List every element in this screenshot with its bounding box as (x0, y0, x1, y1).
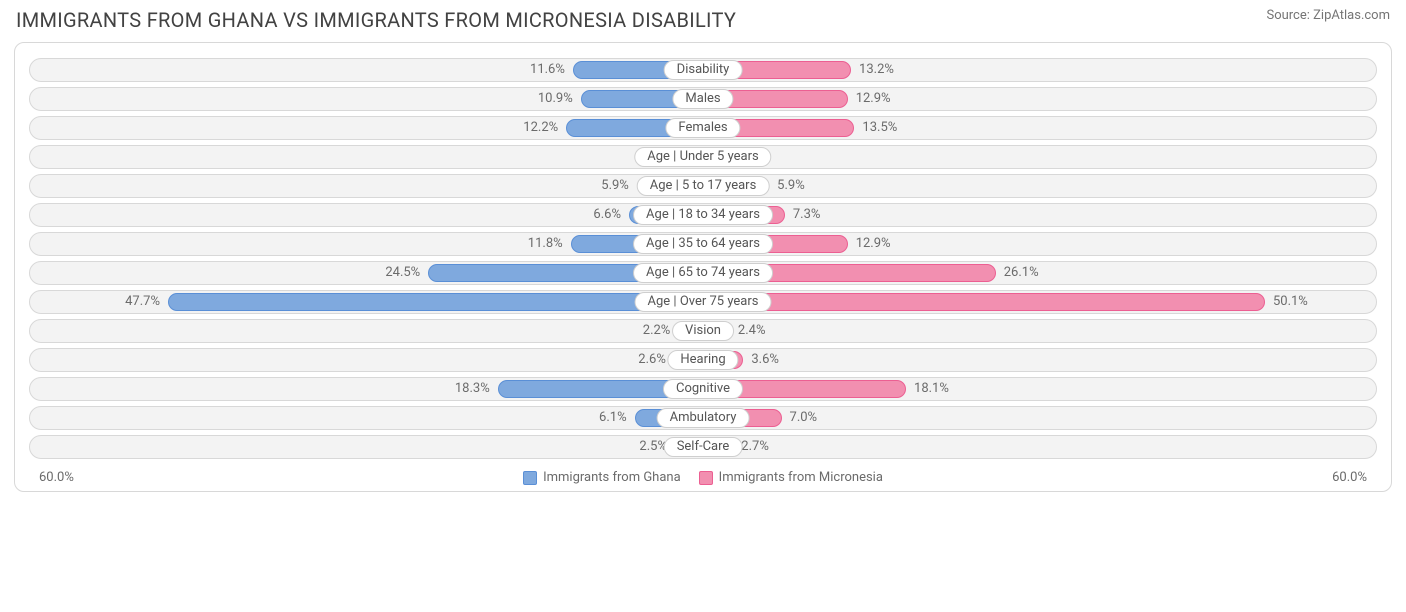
row-category-label: Age | Under 5 years (634, 147, 771, 167)
right-value-label: 7.3% (793, 206, 821, 224)
right-value-label: 12.9% (856, 90, 891, 108)
left-value-label: 5.9% (601, 177, 629, 195)
right-value-label: 7.0% (790, 409, 818, 427)
left-bar (168, 293, 703, 311)
left-value-label: 18.3% (455, 380, 490, 398)
right-value-label: 26.1% (1004, 264, 1039, 282)
legend-item-micronesia: Immigrants from Micronesia (699, 470, 883, 485)
chart-title: IMMIGRANTS FROM GHANA VS IMMIGRANTS FROM… (16, 8, 736, 32)
legend-label-micronesia: Immigrants from Micronesia (719, 470, 883, 485)
legend-swatch-micronesia (699, 471, 713, 485)
row-category-label: Age | Over 75 years (635, 292, 772, 312)
right-value-label: 13.5% (862, 119, 897, 137)
left-value-label: 10.9% (538, 90, 573, 108)
chart-rows: 11.6% 13.2% Disability 10.9% 12.9% Males 12.2%… (15, 58, 1391, 459)
left-value-label: 24.5% (385, 264, 420, 282)
row-category-label: Age | 18 to 34 years (633, 205, 773, 225)
bar-row: 6.6% 7.3% Age | 18 to 34 years (29, 203, 1377, 227)
bar-row: 5.9% 5.9% Age | 5 to 17 years (29, 174, 1377, 198)
left-value-label: 12.2% (523, 119, 558, 137)
row-category-label: Ambulatory (657, 408, 750, 428)
row-category-label: Cognitive (663, 379, 743, 399)
bar-row: 18.3% 18.1% Cognitive (29, 377, 1377, 401)
bar-row: 2.2% 2.4%Vision (29, 319, 1377, 343)
row-category-label: Disability (664, 60, 743, 80)
row-category-label: Self-Care (664, 437, 743, 457)
axis-max-right: 60.0% (1332, 470, 1367, 485)
row-category-label: Hearing (667, 350, 738, 370)
right-value-label: 13.2% (859, 61, 894, 79)
left-value-label: 11.6% (530, 61, 565, 79)
right-bar (703, 293, 1265, 311)
right-value-label: 2.7% (741, 438, 769, 456)
right-value-label: 12.9% (856, 235, 891, 253)
row-category-label: Males (672, 89, 733, 109)
legend-item-ghana: Immigrants from Ghana (523, 470, 681, 485)
bar-row: 24.5% 26.1% Age | 65 to 74 years (29, 261, 1377, 285)
bar-row: 2.6% 3.6% Hearing (29, 348, 1377, 372)
right-value-label: 50.1% (1273, 293, 1308, 311)
axis-max-left: 60.0% (39, 470, 74, 485)
left-value-label: 11.8% (528, 235, 563, 253)
chart-source: Source: ZipAtlas.com (1266, 8, 1390, 23)
legend-label-ghana: Immigrants from Ghana (543, 470, 681, 485)
bar-row: 12.2% 13.5% Females (29, 116, 1377, 140)
left-value-label: 2.2% (643, 322, 671, 340)
right-value-label: 5.9% (777, 177, 805, 195)
left-value-label: 47.7% (125, 293, 160, 311)
bar-row: 11.8% 12.9% Age | 35 to 64 years (29, 232, 1377, 256)
bar-row: 6.1% 7.0% Ambulatory (29, 406, 1377, 430)
left-value-label: 6.1% (599, 409, 627, 427)
chart-footer: 60.0% Immigrants from Ghana Immigrants f… (15, 464, 1391, 485)
chart-legend: Immigrants from Ghana Immigrants from Mi… (523, 470, 883, 485)
right-value-label: 3.6% (751, 351, 779, 369)
row-category-label: Age | 35 to 64 years (633, 234, 773, 254)
row-category-label: Age | 65 to 74 years (633, 263, 773, 283)
right-value-label: 2.4% (738, 322, 766, 340)
bar-row: 47.7% 50.1% Age | Over 75 years (29, 290, 1377, 314)
chart-container: 11.6% 13.2% Disability 10.9% 12.9% Males 12.2%… (14, 42, 1392, 492)
bar-row: 10.9% 12.9% Males (29, 87, 1377, 111)
row-category-label: Age | 5 to 17 years (637, 176, 770, 196)
chart-header: IMMIGRANTS FROM GHANA VS IMMIGRANTS FROM… (0, 0, 1406, 36)
row-category-label: Vision (672, 321, 734, 341)
row-category-label: Females (665, 118, 740, 138)
left-value-label: 6.6% (593, 206, 621, 224)
left-value-label: 2.6% (638, 351, 666, 369)
bar-row: 11.6% 13.2% Disability (29, 58, 1377, 82)
legend-swatch-ghana (523, 471, 537, 485)
right-value-label: 18.1% (914, 380, 949, 398)
bar-row: 2.5%2.7%Self-Care (29, 435, 1377, 459)
bar-row: 1.2%1.0%Age | Under 5 years (29, 145, 1377, 169)
